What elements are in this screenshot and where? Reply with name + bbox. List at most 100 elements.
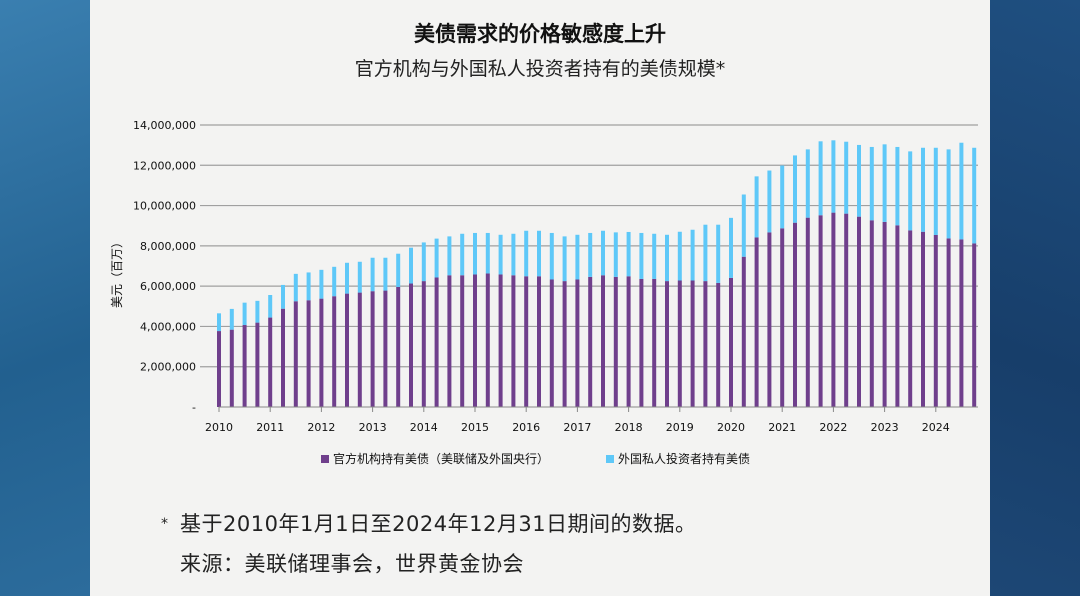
bar-private (319, 269, 324, 299)
bar-official (908, 230, 913, 407)
bar-private (639, 232, 644, 279)
bar-official (511, 275, 516, 407)
background-right-edge (990, 0, 1080, 596)
bar-private (537, 230, 541, 277)
bar-official (332, 296, 337, 407)
bar-private (460, 233, 465, 276)
bar-official (255, 322, 260, 407)
bar-private (511, 233, 516, 276)
bar-private (690, 229, 695, 281)
x-tick-label: 2019 (666, 421, 694, 434)
bar-private (946, 149, 951, 239)
bar-private (281, 284, 285, 309)
bar-private (601, 230, 605, 276)
bar-official (959, 239, 964, 407)
bar-official (729, 277, 733, 407)
chart-title: 美债需求的价格敏感度上升 (414, 22, 666, 46)
bar-private (780, 165, 785, 229)
bar-official (690, 280, 695, 407)
bar-private (229, 308, 234, 330)
bar-official (818, 215, 823, 407)
x-tick-label: 2016 (512, 421, 540, 434)
bar-official (677, 280, 682, 407)
legend-swatch-private (606, 454, 614, 463)
bar-official (306, 300, 311, 407)
bar-official (895, 225, 900, 407)
bar-official (319, 298, 324, 407)
bar-official (754, 237, 759, 407)
bar-private (869, 146, 874, 221)
bar-private (588, 232, 593, 277)
y-tick-label: - (192, 401, 196, 414)
bar-private (729, 217, 733, 278)
x-tick-label: 2010 (205, 421, 233, 434)
bar-official (831, 212, 836, 407)
bar-private (767, 170, 772, 233)
bar-private (306, 272, 311, 301)
bar-official (485, 273, 490, 407)
bar-official (370, 291, 375, 407)
bar-private (434, 238, 439, 278)
footnote-star: * (161, 516, 168, 532)
y-tick-label: 6,000,000 (140, 280, 196, 293)
bar-private (613, 232, 618, 277)
footnote-date-range: 基于2010年1月1日至2024年12月31日期间的数据。 (180, 512, 697, 536)
bar-official (921, 231, 925, 407)
bar-private (383, 257, 388, 291)
bar-private (332, 266, 337, 297)
x-tick-label: 2018 (615, 421, 643, 434)
x-tick-label: 2020 (717, 421, 745, 434)
bar-private (345, 262, 349, 294)
bar-private (677, 231, 682, 281)
bar-official (946, 238, 951, 407)
bar-official (652, 278, 657, 407)
bar-private (498, 234, 503, 275)
bar-private (473, 232, 477, 275)
bar-official (293, 301, 298, 407)
x-tick-label: 2017 (563, 421, 591, 434)
y-tick-label: 2,000,000 (140, 361, 196, 374)
legend-label-official: 官方机构持有美债（美联储及外国央行） (333, 452, 550, 466)
y-tick-label: 10,000,000 (133, 200, 196, 213)
bar-official (601, 275, 605, 407)
x-tick-label: 2011 (256, 421, 284, 434)
bar-private (716, 224, 721, 283)
bar-private (844, 141, 849, 214)
bar-official (665, 281, 669, 407)
bar-private (549, 232, 554, 280)
bar-official (383, 290, 388, 407)
bar-private (524, 230, 529, 277)
chart-subtitle: 官方机构与外国私人投资者持有的美债规模* (354, 58, 726, 80)
legend-swatch-official (321, 454, 329, 463)
bar-private (396, 253, 401, 287)
bar-private (626, 231, 631, 277)
bar-official (626, 276, 631, 407)
bar-private (959, 142, 964, 240)
legend-item-official: 官方机构持有美债（美联储及外国央行） (321, 450, 549, 467)
bar-private (357, 261, 362, 293)
bar-official (473, 274, 477, 407)
bar-official (703, 281, 708, 407)
bar-official (345, 293, 349, 407)
bar-official (972, 243, 977, 407)
bar-official (716, 282, 721, 407)
bar-official (537, 276, 541, 407)
bar-official (933, 234, 938, 407)
y-tick-label: 8,000,000 (140, 240, 196, 253)
bar-private (562, 236, 567, 282)
bar-private (831, 140, 836, 213)
bar-private (293, 273, 298, 302)
bar-official (805, 217, 810, 407)
bar-official (882, 221, 887, 407)
bar-official (217, 331, 221, 407)
bar-official (741, 256, 746, 407)
bar-official (588, 276, 593, 407)
bar-private (370, 257, 375, 292)
y-tick-label: 4,000,000 (140, 320, 196, 333)
bar-official (857, 216, 861, 407)
bar-private (485, 232, 490, 274)
x-tick-label: 2013 (359, 421, 387, 434)
bar-official (281, 308, 285, 407)
footnote-source: 来源：美联储理事会，世界黄金协会 (180, 552, 524, 576)
bar-official (844, 213, 849, 407)
